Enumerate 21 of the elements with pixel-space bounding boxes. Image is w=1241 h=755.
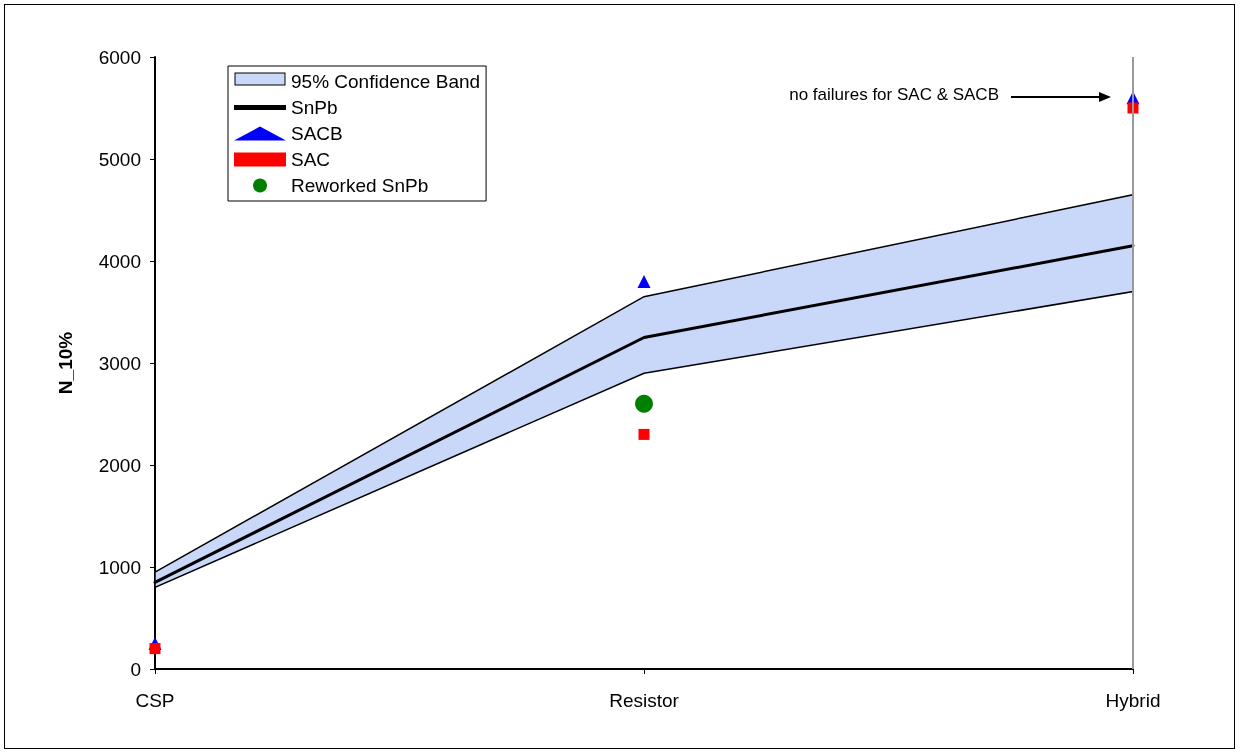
annotation: 95% Confidence Band [291, 71, 481, 92]
y-tick-label: 2000 [98, 454, 141, 476]
annotation: no failures for SAC & SACB [789, 85, 999, 104]
y-tick-label: 6000 [98, 46, 141, 68]
point [635, 394, 653, 413]
x-tick-label: CSP [135, 690, 175, 711]
point [149, 643, 161, 655]
x-tick-label: Hybrid [1105, 690, 1161, 711]
y-tick-label: 5000 [98, 148, 141, 170]
y-tick-label: 3000 [98, 352, 141, 374]
y-tick-label: 4000 [98, 250, 141, 272]
y-axis-title: N_10% [55, 331, 76, 395]
legend-label: SAC [291, 149, 331, 170]
legend-label: SnPb [291, 97, 338, 118]
legend-label: SACB [291, 123, 343, 144]
y-tick-label: 0 [130, 658, 141, 680]
y-tick-label: 1000 [98, 556, 141, 578]
point [637, 274, 651, 288]
legend-label: Reworked SnPb [291, 175, 429, 196]
point [638, 428, 650, 440]
x-tick-label: Resistor [609, 690, 680, 711]
